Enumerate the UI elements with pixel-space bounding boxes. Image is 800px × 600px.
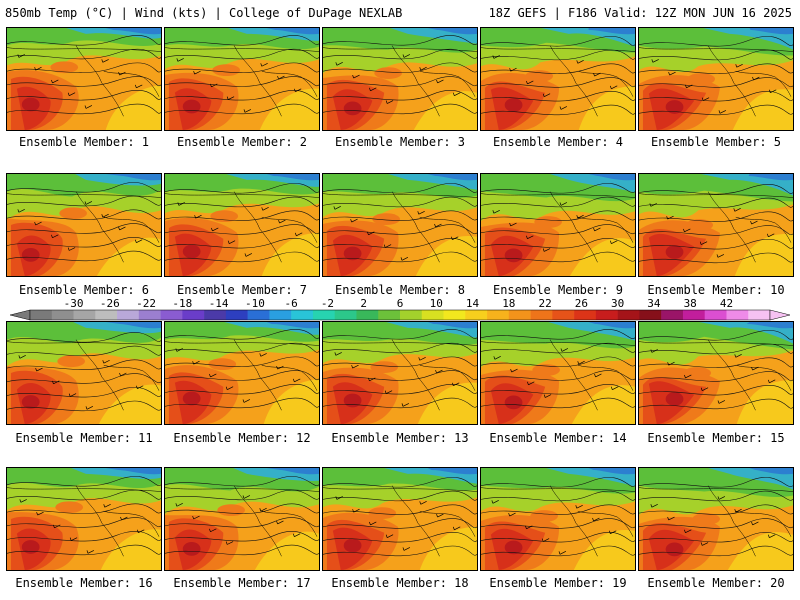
colorbar-swatch — [704, 310, 727, 320]
colorbar-tick-label: 26 — [574, 297, 588, 310]
colorbar-swatch — [378, 310, 401, 320]
colorbar-tick-label: 42 — [719, 297, 734, 310]
colorbar-swatch — [595, 310, 618, 320]
ensemble-member-caption: Ensemble Member: 8 — [334, 283, 466, 297]
ensemble-member-caption: Ensemble Member: 17 — [173, 576, 311, 590]
ensemble-member-caption: Ensemble Member: 1 — [18, 135, 150, 149]
colorbar-swatch — [508, 310, 531, 320]
ensemble-member-caption: Ensemble Member: 12 — [173, 431, 311, 445]
colorbar-swatch — [748, 310, 771, 320]
ensemble-member-map — [480, 321, 636, 425]
colorbar-swatch — [726, 310, 749, 320]
colorbar-tick-label: 10 — [429, 297, 443, 310]
colorbar-tick-label: 6 — [396, 297, 404, 310]
temperature-colorbar — [10, 309, 790, 321]
colorbar-swatch — [204, 310, 227, 320]
colorbar-swatch — [574, 310, 597, 320]
colorbar-swatch — [117, 310, 140, 320]
colorbar-tick-label: 18 — [502, 297, 516, 310]
colorbar-tick-label: 38 — [683, 297, 697, 310]
colorbar-tick-label: -2 — [320, 297, 335, 310]
ensemble-member-map — [480, 27, 636, 131]
colorbar-swatch — [617, 310, 640, 320]
colorbar-tick-label: 22 — [538, 297, 552, 310]
product-title: 850mb Temp (°C) | Wind (kts) | College o… — [5, 6, 403, 20]
colorbar-swatch — [661, 310, 684, 320]
colorbar-swatch — [291, 310, 314, 320]
colorbar-arrow — [10, 309, 31, 321]
colorbar-swatch — [312, 310, 336, 320]
ensemble-member-map — [6, 321, 162, 425]
ensemble-member-map — [480, 173, 636, 277]
colorbar-tick-label: -10 — [244, 297, 265, 310]
colorbar-tick-label: 14 — [465, 297, 480, 310]
colorbar-swatch — [487, 310, 510, 320]
ensemble-member-map — [322, 173, 478, 277]
colorbar-arrow — [769, 309, 790, 321]
colorbar-swatch — [400, 310, 423, 320]
colorbar-tick-label: -6 — [284, 297, 298, 310]
colorbar-swatch — [247, 310, 270, 320]
colorbar-swatch — [639, 310, 662, 320]
ensemble-member-caption: Ensemble Member: 20 — [647, 576, 785, 590]
ensemble-member-caption: Ensemble Member: 5 — [650, 135, 782, 149]
colorbar-swatch — [682, 310, 706, 320]
colorbar-swatch — [51, 310, 74, 320]
ensemble-member-map — [638, 27, 794, 131]
colorbar-tick-label: -22 — [136, 297, 157, 310]
colorbar-swatch — [269, 310, 292, 320]
ensemble-member-map — [6, 467, 162, 571]
colorbar-swatch — [530, 310, 553, 320]
ensemble-member-caption: Ensemble Member: 14 — [489, 431, 627, 445]
ensemble-member-caption: Ensemble Member: 9 — [492, 283, 624, 297]
colorbar-swatch — [138, 310, 161, 320]
colorbar-swatch — [225, 310, 248, 320]
colorbar-swatch — [421, 310, 444, 320]
ensemble-member-caption: Ensemble Member: 10 — [647, 283, 785, 297]
colorbar-swatch — [334, 310, 357, 320]
ensemble-member-map — [638, 321, 794, 425]
ensemble-member-caption: Ensemble Member: 19 — [489, 576, 627, 590]
colorbar-swatch — [465, 310, 488, 320]
ensemble-member-map — [638, 467, 794, 571]
colorbar-swatch — [552, 310, 575, 320]
colorbar-swatch — [95, 310, 118, 320]
colorbar-tick-label: -18 — [172, 297, 193, 310]
ensemble-member-caption: Ensemble Member: 15 — [647, 431, 785, 445]
ensemble-member-map — [164, 27, 320, 131]
colorbar-tick-label: 30 — [611, 297, 625, 310]
colorbar-tick-label: 2 — [360, 297, 368, 310]
ensemble-member-map — [480, 467, 636, 571]
colorbar-swatch — [356, 310, 379, 320]
ensemble-member-map — [638, 173, 794, 277]
ensemble-member-map — [164, 321, 320, 425]
colorbar-swatch — [30, 310, 53, 320]
ensemble-member-map — [322, 27, 478, 131]
ensemble-member-caption: Ensemble Member: 7 — [176, 283, 308, 297]
colorbar-tick-label: -14 — [208, 297, 229, 310]
colorbar-tick-label: 34 — [647, 297, 661, 310]
ensemble-member-caption: Ensemble Member: 3 — [334, 135, 466, 149]
ensemble-member-caption: Ensemble Member: 4 — [492, 135, 624, 149]
ensemble-member-map — [6, 173, 162, 277]
ensemble-member-caption: Ensemble Member: 16 — [15, 576, 153, 590]
ensemble-member-caption: Ensemble Member: 13 — [331, 431, 469, 445]
colorbar-swatch — [160, 310, 183, 320]
colorbar-tick-label: -30 — [63, 297, 84, 310]
ensemble-member-map — [322, 467, 478, 571]
ensemble-member-map — [164, 173, 320, 277]
ensemble-member-caption: Ensemble Member: 2 — [176, 135, 308, 149]
ensemble-member-caption: Ensemble Member: 18 — [331, 576, 469, 590]
colorbar-swatch — [443, 310, 466, 320]
ensemble-member-map — [164, 467, 320, 571]
colorbar-swatch — [73, 310, 96, 320]
ensemble-member-map — [322, 321, 478, 425]
ensemble-member-map — [6, 27, 162, 131]
ensemble-member-caption: Ensemble Member: 11 — [15, 431, 153, 445]
valid-time-label: 18Z GEFS | F186 Valid: 12Z MON JUN 16 20… — [488, 6, 792, 20]
colorbar-swatch — [182, 310, 205, 320]
colorbar-tick-label: -26 — [99, 297, 120, 310]
ensemble-member-caption: Ensemble Member: 6 — [18, 283, 150, 297]
